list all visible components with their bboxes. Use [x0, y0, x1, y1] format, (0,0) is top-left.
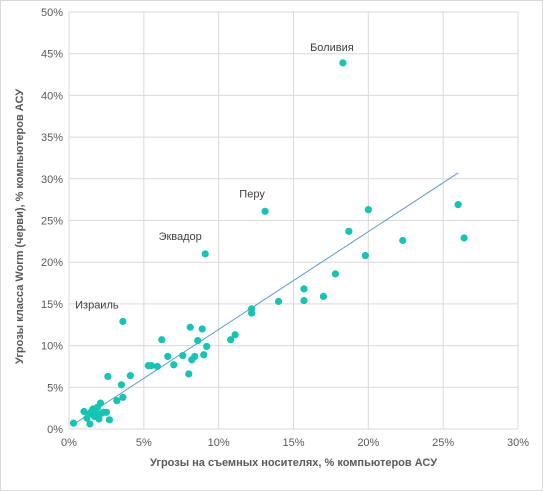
data-point — [113, 397, 121, 405]
data-point — [164, 352, 172, 361]
annotation-label: Эквадор — [159, 231, 202, 243]
data-point — [460, 234, 468, 242]
y-tick-label: 20% — [41, 257, 63, 269]
data-point — [105, 416, 114, 424]
data-point — [361, 251, 369, 260]
y-tick-label: 30% — [41, 174, 63, 186]
y-tick-label: 45% — [41, 49, 63, 61]
data-point — [231, 331, 239, 339]
x-tick-label: 15% — [282, 437, 304, 449]
data-point — [319, 292, 328, 300]
data-point — [191, 352, 199, 361]
data-point — [126, 372, 134, 380]
data-point — [170, 361, 178, 369]
y-tick-label: 50% — [41, 7, 63, 19]
data-point — [86, 420, 94, 428]
data-point — [261, 207, 269, 215]
data-point — [158, 336, 166, 344]
data-point — [153, 362, 161, 371]
x-axis-ticks: 0% 5% 10% 15% 20% 25% 30% — [61, 437, 529, 449]
data-point — [364, 206, 372, 214]
x-axis-title: Угрозы на съемных носителях, % компьютер… — [150, 457, 437, 469]
y-axis-title: Угрозы класса Worm (черви), % компьютеро… — [14, 89, 26, 364]
annotation-label: Перу — [239, 188, 265, 200]
annotation-label: Израиль — [75, 299, 119, 311]
data-point — [345, 227, 353, 235]
x-tick-label: 30% — [507, 437, 529, 449]
data-point — [247, 309, 256, 317]
y-axis-ticks: 0% 5% 10% 15% 20% 25% 30% 35% 40% 45% 50% — [41, 7, 63, 436]
y-tick-label: 10% — [41, 341, 63, 353]
trendline — [76, 172, 459, 423]
x-tick-label: 0% — [61, 437, 77, 449]
data-point — [179, 352, 187, 360]
data-point — [92, 409, 100, 417]
data-point — [119, 317, 127, 326]
data-point — [104, 372, 112, 381]
data-point — [300, 296, 308, 305]
data-point — [117, 381, 125, 389]
annotation-label: Боливия — [310, 42, 354, 54]
data-point — [69, 419, 78, 427]
y-tick-label: 25% — [41, 216, 63, 228]
data-point — [201, 250, 209, 258]
data-point — [399, 236, 407, 245]
data-point — [95, 415, 103, 423]
y-tick-label: 0% — [47, 424, 63, 436]
trendline-group — [76, 172, 459, 423]
data-point — [185, 370, 193, 378]
y-tick-label: 5% — [47, 382, 63, 394]
data-points — [69, 59, 468, 428]
x-tick-label: 20% — [357, 437, 379, 449]
annotations: Боливия Перу Эквадор Израиль — [75, 42, 354, 312]
data-point — [102, 408, 111, 416]
y-tick-label: 40% — [41, 90, 63, 102]
data-point — [96, 399, 105, 407]
data-point — [274, 297, 283, 305]
x-tick-label: 10% — [208, 437, 230, 449]
data-point — [331, 270, 340, 278]
data-point — [203, 342, 211, 351]
data-point — [194, 336, 202, 345]
data-point — [147, 362, 155, 370]
gridlines — [68, 11, 519, 430]
data-point — [186, 323, 194, 331]
y-tick-label: 35% — [41, 132, 63, 144]
data-point — [200, 351, 208, 359]
y-tick-label: 15% — [41, 299, 63, 311]
data-point — [339, 59, 347, 67]
x-tick-label: 5% — [136, 437, 152, 449]
data-point — [198, 325, 206, 333]
x-tick-label: 25% — [432, 437, 454, 449]
data-point — [454, 201, 462, 209]
data-point — [227, 336, 235, 344]
data-point — [300, 285, 308, 293]
data-point — [119, 393, 127, 401]
